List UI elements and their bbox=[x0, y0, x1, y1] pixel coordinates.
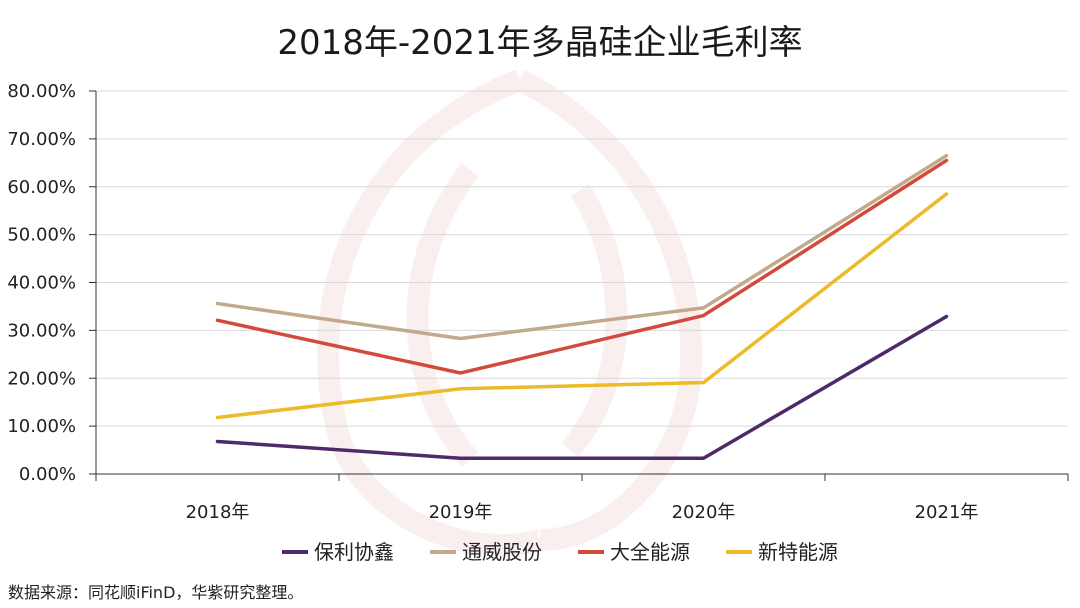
legend-label: 保利协鑫 bbox=[314, 540, 394, 564]
y-axis-ticks: 0.00% 10.00% 20.00% 30.00% 40.00% 50.00% 60.00… bbox=[7, 81, 76, 485]
x-axis-ticks: 2018年 2019年 2020年 2021年 bbox=[186, 502, 979, 523]
series-line bbox=[215, 314, 949, 460]
series-line bbox=[215, 158, 949, 375]
legend: 保利协鑫 通威股份 大全能源 新特能源 bbox=[282, 540, 838, 564]
y-tick-label: 40.00% bbox=[7, 273, 76, 294]
x-tick-label: 2019年 bbox=[429, 502, 493, 523]
y-tick-label: 60.00% bbox=[7, 177, 76, 198]
chart-title: 2018年-2021年多晶硅企业毛利率 bbox=[277, 23, 802, 63]
y-tick-label: 30.00% bbox=[7, 320, 76, 341]
legend-label: 新特能源 bbox=[758, 540, 838, 564]
y-tick-label: 50.00% bbox=[7, 225, 76, 246]
x-tick-label: 2021年 bbox=[915, 502, 979, 523]
legend-label: 通威股份 bbox=[462, 540, 542, 564]
series-line bbox=[215, 192, 949, 420]
y-tick-label: 80.00% bbox=[7, 81, 76, 102]
y-tick-label: 70.00% bbox=[7, 129, 76, 150]
series-line bbox=[215, 153, 949, 341]
x-tick-label: 2018年 bbox=[186, 502, 250, 523]
axes bbox=[89, 90, 1069, 481]
series-lines bbox=[215, 153, 949, 460]
x-tick-label: 2020年 bbox=[672, 502, 736, 523]
source-note: 数据来源：同花顺iFinD，华紫研究整理。 bbox=[8, 583, 304, 602]
legend-label: 大全能源 bbox=[610, 540, 690, 564]
watermark-flame-icon bbox=[317, 69, 702, 557]
y-tick-label: 10.00% bbox=[7, 416, 76, 437]
y-tick-label: 20.00% bbox=[7, 368, 76, 389]
gridlines bbox=[96, 90, 1068, 427]
y-tick-label: 0.00% bbox=[19, 464, 76, 485]
